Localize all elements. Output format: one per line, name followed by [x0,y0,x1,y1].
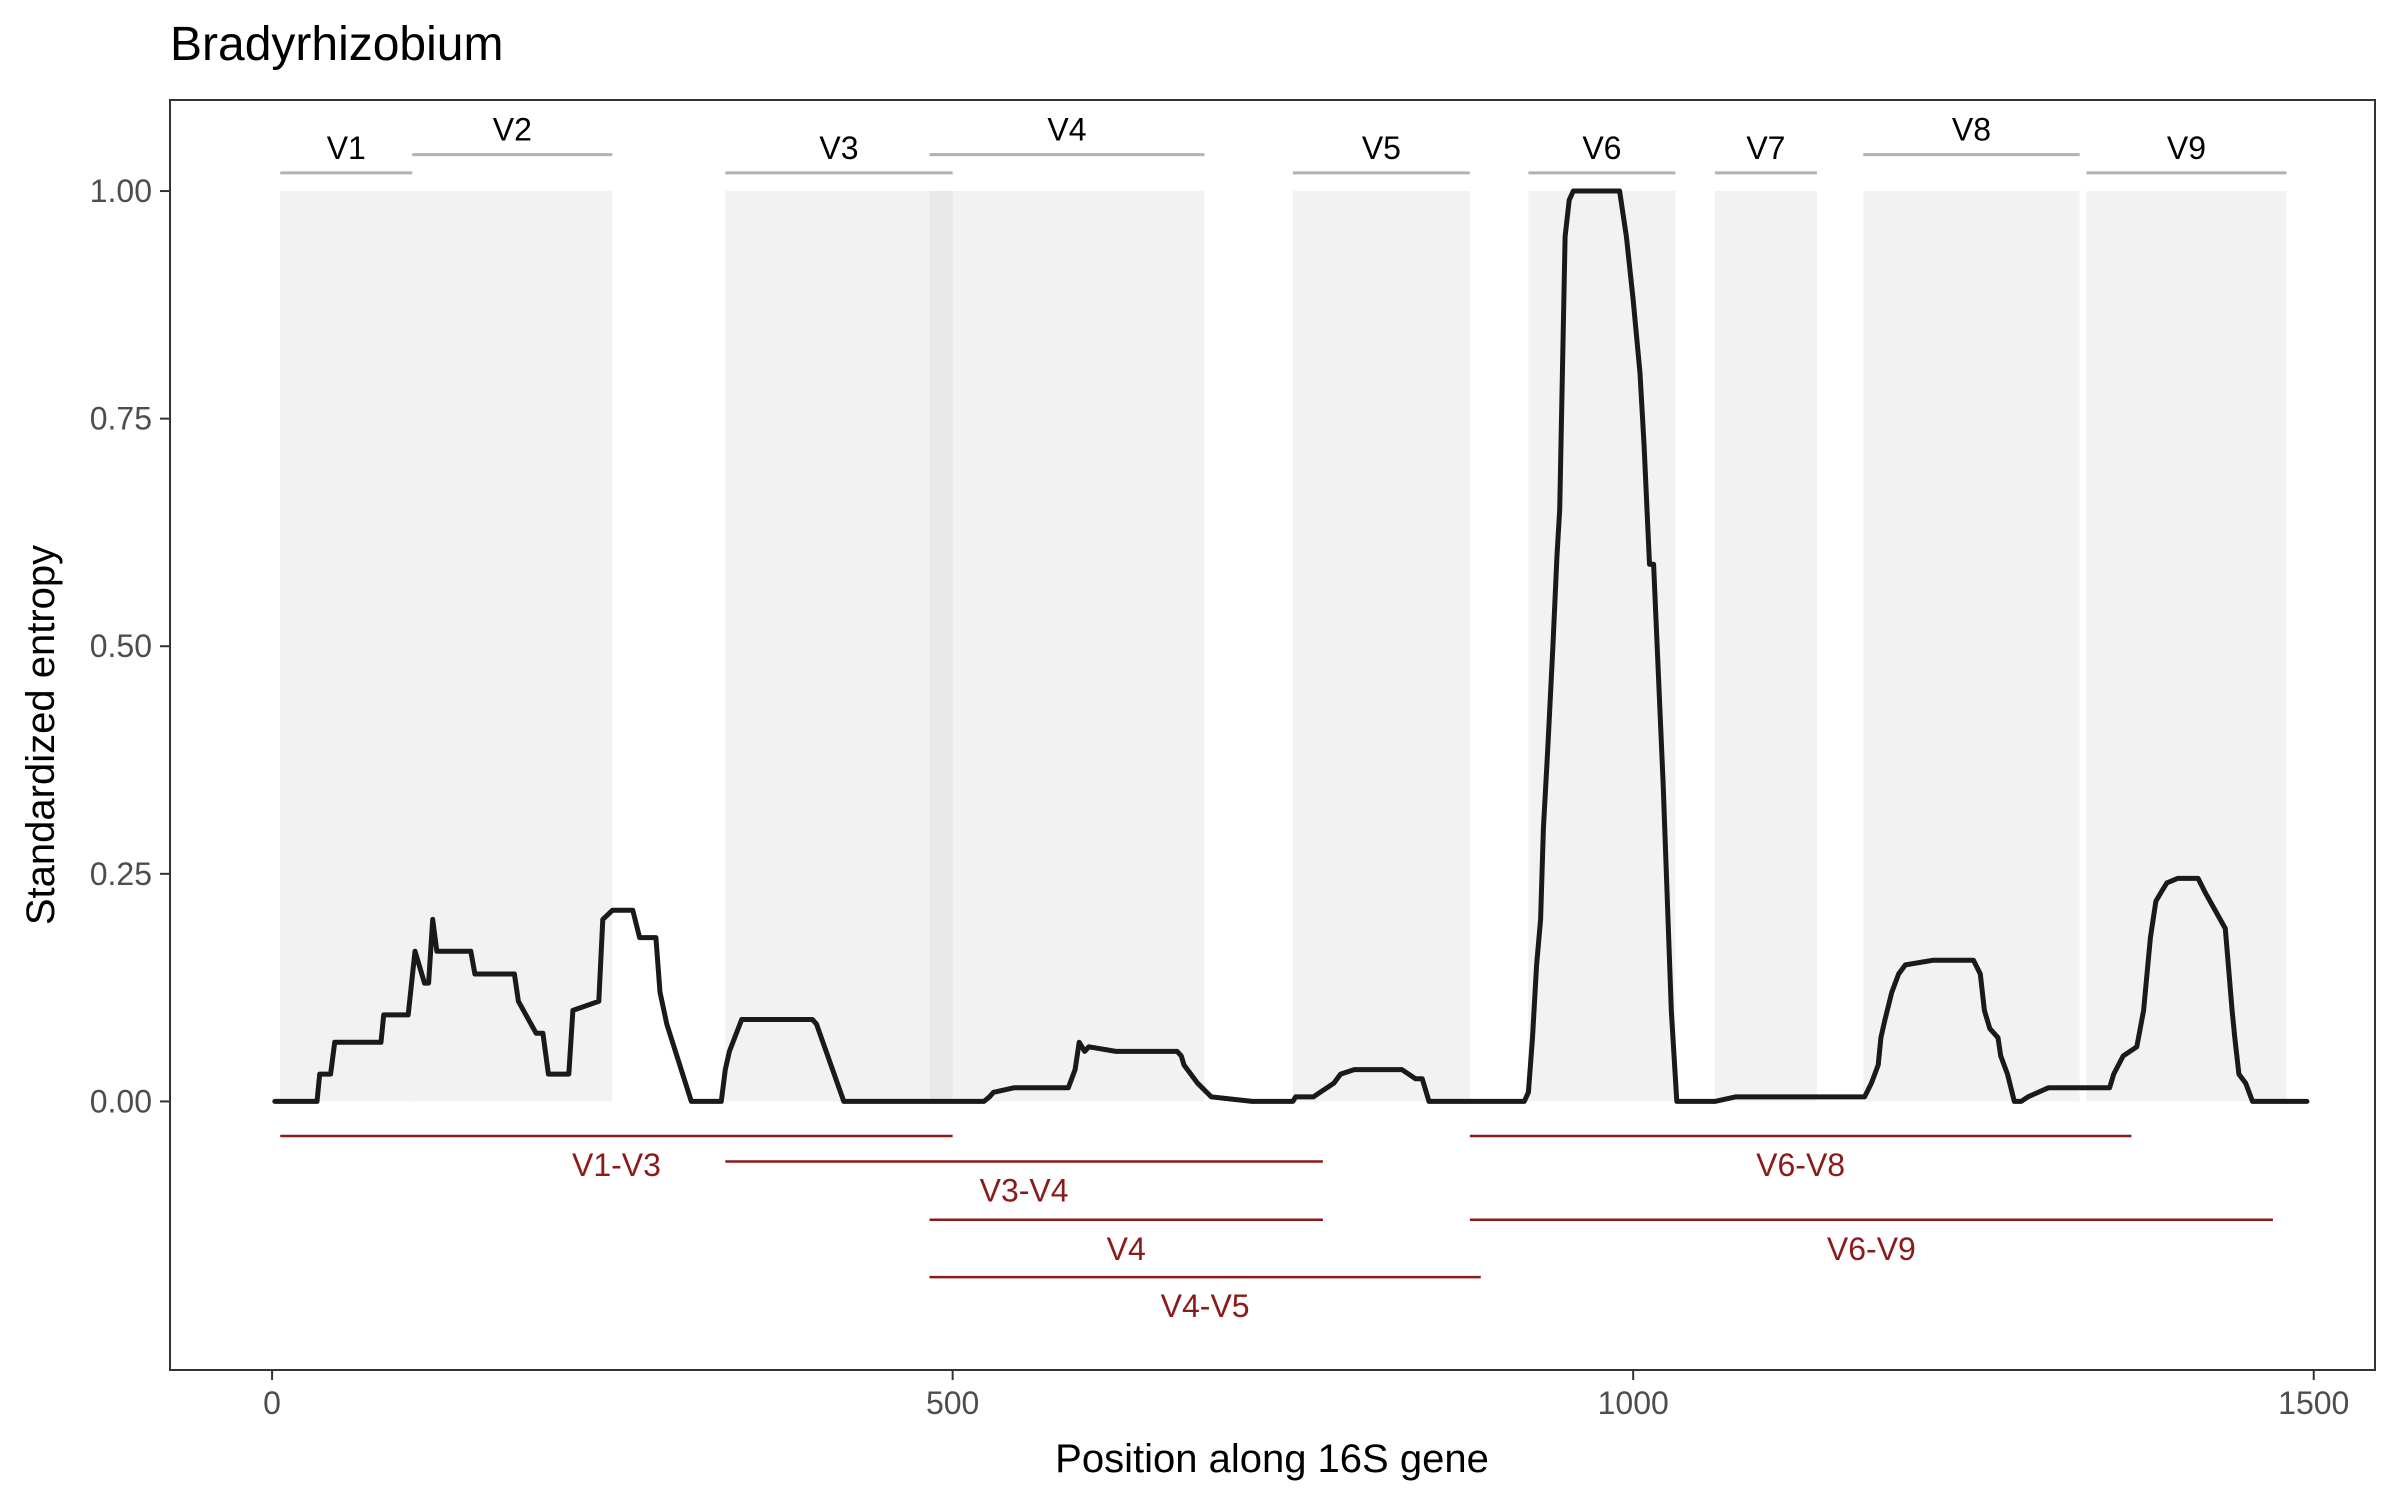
amplicon-label-v6-v8: V6-V8 [1756,1147,1845,1183]
y-tick-label: 0.25 [90,856,152,892]
region-label-v6: V6 [1582,130,1621,166]
region-shade-v7 [1714,191,1817,1102]
region-overlap-v3-v4 [929,191,953,1102]
chart-title: Bradyrhizobium [170,18,503,71]
region-shade-v4 [929,191,1205,1102]
plot-frame [169,99,2376,1371]
x-axis-title: Position along 16S gene [1055,1437,1489,1481]
x-axis: 0 500 1000 1500 [263,1370,2349,1421]
amplicon-label-v4-v5: V4-V5 [1161,1288,1250,1324]
amplicon-label-v6-v9: V6-V9 [1827,1231,1916,1267]
region-shade-v9 [2086,191,2287,1102]
x-tick-label: 500 [926,1385,979,1421]
region-shade-v3 [725,191,953,1102]
region-label-v5: V5 [1362,130,1401,166]
x-tick-label: 1500 [2278,1385,2349,1421]
region-label-v2: V2 [493,112,532,148]
region-label-v1: V1 [327,130,366,166]
entropy-series [272,188,2310,1104]
region-shade-v2 [412,191,613,1102]
y-tick-label: 0.75 [90,401,152,437]
y-tick-label: 1.00 [90,173,152,209]
region-shade-v1 [280,191,413,1102]
region-label-v8: V8 [1952,112,1991,148]
region-label-v9: V9 [2167,130,2206,166]
amplicon-label-v4: V4 [1107,1231,1146,1267]
amplicon-label-v3-v4: V3-V4 [980,1173,1069,1209]
amplicon-ranges: V1-V3 V3-V4 V6-V8 V4 V6-V9 V4-V5 [280,1134,2273,1324]
amplicon-label-v1-v3: V1-V3 [572,1147,661,1183]
region-label-v3: V3 [819,130,858,166]
variable-regions: V1 V2 V3 V4 V5 V6 V7 V8 V9 [280,112,2287,1102]
y-tick-label: 0.00 [90,1083,152,1119]
y-axis: 0.00 0.25 0.50 0.75 1.00 [90,173,170,1119]
region-label-v7: V7 [1746,130,1785,166]
region-shade-v8 [1863,191,2080,1102]
entropy-line [272,188,2310,1104]
x-tick-label: 1000 [1598,1385,1669,1421]
y-axis-title: Standardized entropy [19,545,63,925]
x-tick-label: 0 [263,1385,281,1421]
region-shade-v5 [1292,191,1470,1102]
region-label-v4: V4 [1047,112,1086,148]
y-tick-label: 0.50 [90,628,152,664]
